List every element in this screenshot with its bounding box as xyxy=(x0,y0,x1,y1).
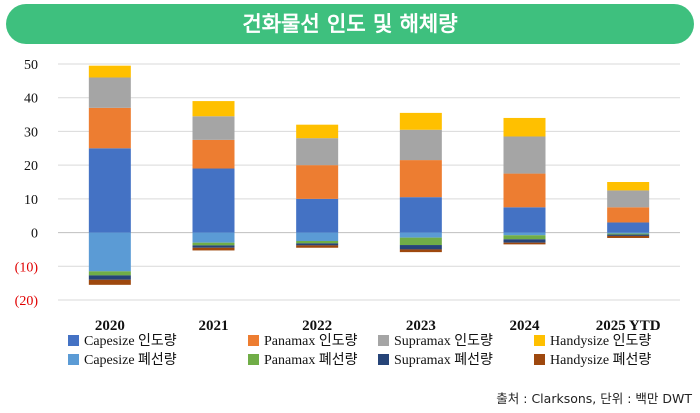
chart-title: 건화물선 인도 및 해체량 xyxy=(242,12,458,36)
bar-segment xyxy=(88,271,131,276)
legend-swatch xyxy=(248,335,259,346)
bar-segment xyxy=(296,138,339,166)
legend-label: Capesize 인도량 xyxy=(84,333,177,349)
bar-segment xyxy=(192,247,235,251)
bar-segment xyxy=(296,124,339,139)
bar-segment xyxy=(88,232,131,272)
bar-segment xyxy=(399,129,442,161)
chart-title-banner: 건화물선 인도 및 해체량 xyxy=(6,4,694,44)
bar-segment xyxy=(503,117,546,137)
bar-segment xyxy=(399,197,442,233)
bar-segment xyxy=(296,245,339,248)
legend-swatch xyxy=(248,354,259,365)
y-tick-label: (20) xyxy=(15,294,39,309)
bar-segment xyxy=(192,116,235,140)
bar-segment xyxy=(296,165,339,199)
y-tick-label: 20 xyxy=(24,159,38,174)
y-tick-label: 0 xyxy=(31,227,38,242)
bar-segment xyxy=(607,222,650,233)
bar-segment xyxy=(296,232,339,241)
x-tick-label: 2022 xyxy=(302,318,332,334)
bar-segment xyxy=(607,190,650,208)
legend-swatch xyxy=(378,354,389,365)
x-tick-label: 2023 xyxy=(406,318,436,334)
bar-segment xyxy=(503,232,546,236)
bar-segment xyxy=(192,168,235,233)
bar-segment xyxy=(88,279,131,285)
x-tick-label: 2020 xyxy=(95,318,125,334)
bar-segment xyxy=(503,242,546,245)
legend-swatch xyxy=(534,354,545,365)
bar-segment xyxy=(192,242,235,246)
bar-segment xyxy=(88,148,131,233)
bar-segment xyxy=(399,245,442,250)
legend-label: Panamax 인도량 xyxy=(264,333,358,349)
legend-label: Capesize 폐선량 xyxy=(84,352,177,368)
legend-label: Handysize 폐선량 xyxy=(550,352,651,368)
legend-label: Supramax 인도량 xyxy=(394,333,493,349)
bar-segment xyxy=(399,160,442,198)
bar-segment xyxy=(192,232,235,243)
legend-swatch xyxy=(534,335,545,346)
bar-segment xyxy=(192,139,235,169)
bar-segment xyxy=(192,245,235,248)
bar-segment xyxy=(503,136,546,174)
y-tick-label: 50 xyxy=(24,58,38,73)
legend-label: Panamax 폐선량 xyxy=(264,352,358,368)
source-note: 출처 : Clarksons, 단위 : 백만 DWT xyxy=(496,391,692,406)
bar-segment xyxy=(607,235,650,238)
legend-label: Handysize 인도량 xyxy=(550,333,651,349)
bar-segment xyxy=(607,182,650,191)
bar-segment xyxy=(88,107,131,149)
bar-segment xyxy=(607,232,650,234)
bar-segment xyxy=(88,275,131,280)
bar-segment xyxy=(88,65,131,78)
legend-label: Supramax 폐선량 xyxy=(394,352,493,368)
legend-swatch xyxy=(68,354,79,365)
bar-segment xyxy=(607,207,650,223)
y-tick-label: 10 xyxy=(24,193,38,208)
x-tick-label: 2024 xyxy=(510,318,541,334)
bar-segment xyxy=(399,249,442,253)
legend-swatch xyxy=(378,335,389,346)
bar-segment xyxy=(607,234,650,236)
y-tick-label: 30 xyxy=(24,125,38,140)
legend-swatch xyxy=(68,335,79,346)
bar-segment xyxy=(399,112,442,130)
bar-segment xyxy=(607,233,650,235)
bar-segment xyxy=(399,237,442,246)
bar-segment xyxy=(88,77,131,108)
bar-segment xyxy=(503,173,546,208)
y-tick-label: 40 xyxy=(24,92,38,107)
y-tick-label: (10) xyxy=(15,260,39,275)
bar-segment xyxy=(296,241,339,244)
bar-segment xyxy=(192,101,235,117)
x-tick-label: 2025 YTD xyxy=(596,318,661,334)
bar-segment xyxy=(503,239,546,243)
x-tick-label: 2021 xyxy=(199,318,229,334)
bar-segment xyxy=(296,243,339,246)
bar-segment xyxy=(296,198,339,233)
bar-segment xyxy=(503,235,546,240)
bar-segment xyxy=(503,207,546,233)
bar-segment xyxy=(399,232,442,238)
